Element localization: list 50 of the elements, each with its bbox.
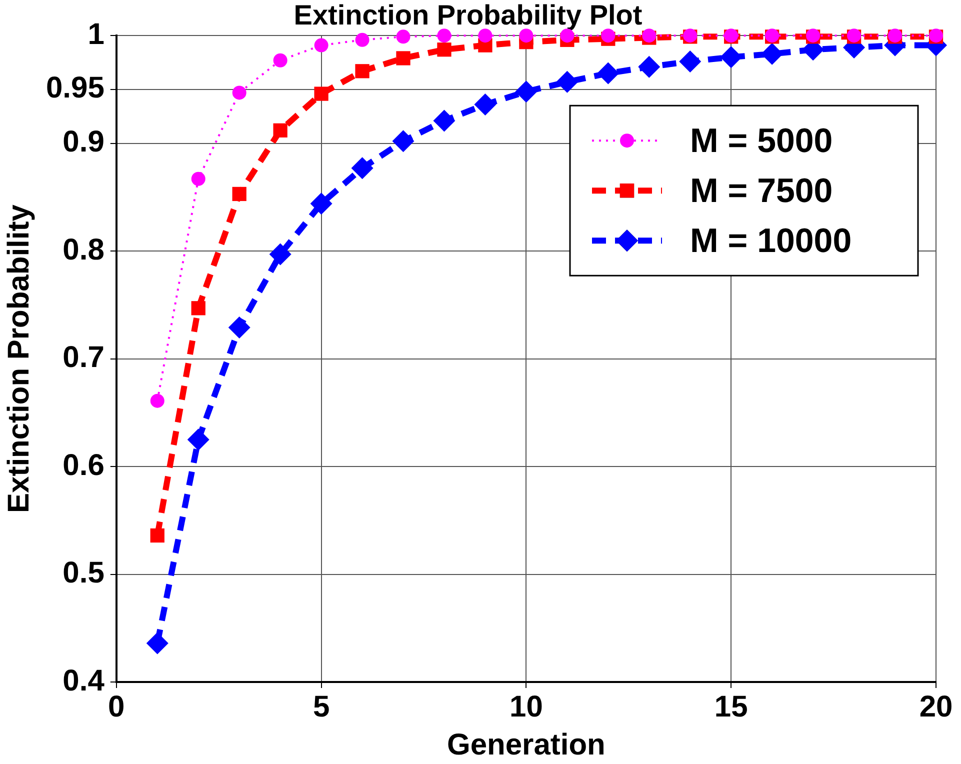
x-tick-label: 15: [714, 690, 748, 724]
y-tick-label: 1: [88, 18, 104, 51]
point: [515, 80, 538, 103]
y-tick-label: 0.4: [62, 664, 105, 698]
point: [314, 86, 328, 101]
y-tick-label: 0.7: [62, 341, 104, 374]
point: [187, 428, 210, 451]
legend-label: M = 5000: [690, 122, 833, 160]
point: [437, 42, 452, 57]
point: [232, 186, 246, 202]
x-tick-label: 10: [510, 690, 543, 724]
y-tick-label: 0.6: [62, 448, 104, 482]
point: [396, 51, 410, 66]
y-tick-label: 0.9: [62, 126, 104, 159]
point: [191, 301, 206, 316]
x-tick-label: 5: [312, 690, 330, 724]
point: [269, 243, 292, 266]
point: [355, 32, 370, 47]
point: [310, 192, 332, 215]
y-tick-label: 0.8: [62, 233, 104, 266]
point: [761, 42, 784, 65]
x-tick-label: 20: [919, 690, 953, 724]
point: [597, 62, 620, 84]
point: [679, 50, 702, 72]
point: [228, 316, 250, 339]
x-tick-label: 0: [108, 690, 125, 724]
y-tick-label: 0.5: [62, 556, 104, 590]
y-axis-title: Extinction Probability: [2, 204, 36, 513]
x-axis-title: Generation: [447, 728, 606, 762]
chart-title: Extinction Probability Plot: [294, 0, 642, 31]
point: [601, 28, 616, 43]
point: [146, 632, 168, 654]
point: [355, 64, 370, 78]
point: [556, 70, 578, 93]
point: [150, 528, 164, 543]
legend-label: M = 7500: [690, 172, 833, 210]
point: [474, 94, 496, 116]
point: [392, 130, 414, 152]
legend-label: M = 10000: [690, 222, 852, 260]
point: [433, 110, 456, 132]
y-tick-label: 0.95: [46, 72, 104, 105]
point: [314, 38, 328, 52]
point: [351, 157, 374, 180]
point: [396, 30, 410, 44]
point: [638, 56, 660, 78]
point: [191, 172, 206, 186]
point: [232, 86, 246, 100]
point: [150, 394, 164, 408]
point: [273, 53, 288, 68]
point: [273, 123, 288, 138]
